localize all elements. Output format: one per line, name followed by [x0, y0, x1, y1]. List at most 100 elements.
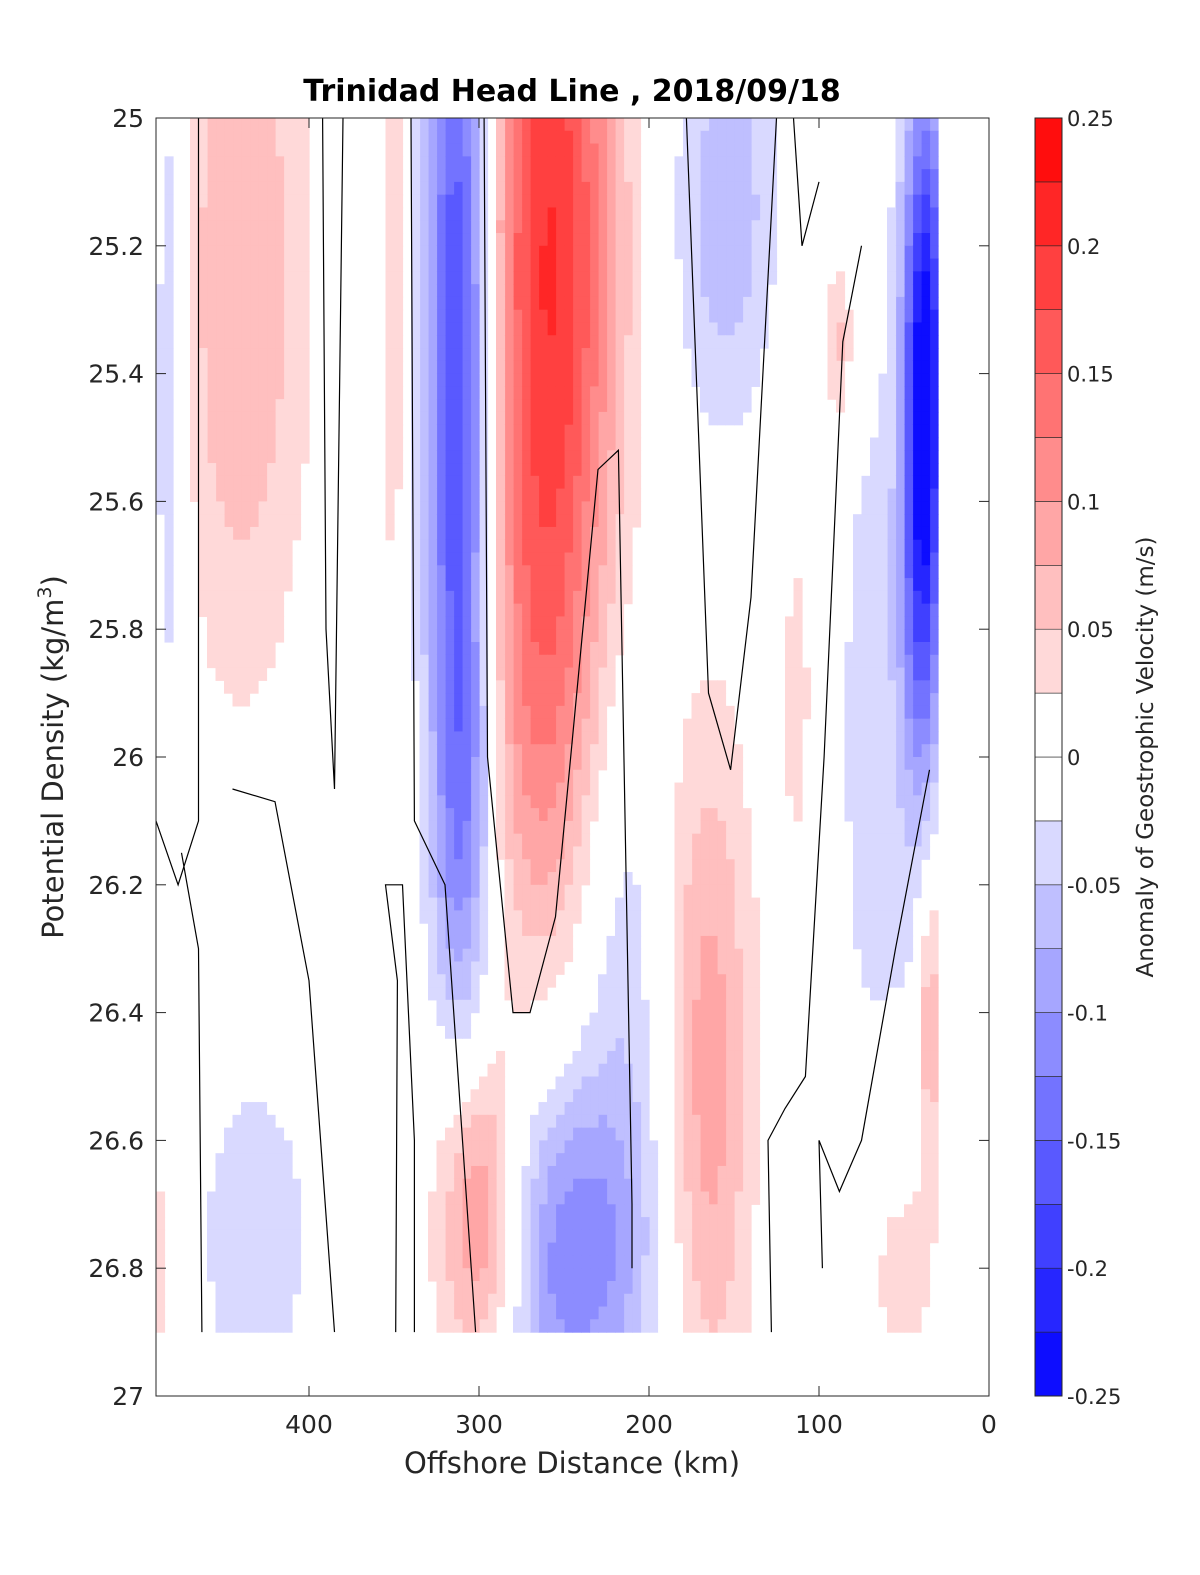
- heatmap-cell: [547, 245, 557, 260]
- heatmap-cell: [521, 233, 531, 247]
- heatmap-cell: [521, 603, 531, 618]
- heatmap-cell: [394, 463, 404, 477]
- heatmap-cell: [742, 399, 752, 413]
- heatmap-cell: [895, 795, 905, 809]
- heatmap-cell: [921, 1012, 931, 1026]
- heatmap-cell: [904, 1319, 914, 1333]
- heatmap-cell: [232, 641, 242, 656]
- heatmap-cell: [258, 1153, 268, 1167]
- heatmap-cell: [436, 808, 446, 822]
- heatmap-cell: [190, 207, 200, 221]
- heatmap-cell: [266, 616, 276, 630]
- heatmap-cell: [258, 1229, 268, 1244]
- heatmap-cell: [249, 360, 259, 375]
- heatmap-cell: [496, 1204, 506, 1218]
- heatmap-cell: [581, 859, 591, 873]
- heatmap-cell: [207, 411, 217, 426]
- heatmap-cell: [462, 233, 472, 247]
- heatmap-cell: [275, 501, 285, 515]
- heatmap-cell: [513, 872, 523, 886]
- heatmap-cell: [249, 1306, 259, 1320]
- heatmap-cell: [266, 1268, 276, 1282]
- heatmap-cell: [275, 156, 285, 170]
- heatmap-cell: [589, 1319, 599, 1333]
- heatmap-cell: [581, 757, 591, 771]
- heatmap-cell: [904, 616, 914, 630]
- heatmap-cell: [521, 961, 531, 975]
- heatmap-cell: [581, 181, 591, 196]
- heatmap-cell: [385, 488, 395, 502]
- heatmap-cell: [853, 514, 863, 528]
- heatmap-cell: [470, 424, 480, 439]
- heatmap-cell: [734, 974, 744, 988]
- heatmap-cell: [921, 603, 931, 618]
- heatmap-cell: [394, 411, 404, 426]
- heatmap-cell: [292, 284, 302, 298]
- heatmap-cell: [411, 169, 421, 183]
- heatmap-cell: [462, 399, 472, 413]
- heatmap-cell: [530, 910, 540, 924]
- heatmap-cell: [419, 859, 429, 873]
- heatmap-cell: [215, 526, 225, 541]
- heatmap-cell: [207, 590, 217, 605]
- heatmap-cell: [887, 220, 897, 234]
- heatmap-cell: [530, 296, 540, 311]
- heatmap-cell: [479, 757, 489, 771]
- heatmap-cell: [581, 475, 591, 490]
- heatmap-cell: [496, 194, 506, 209]
- heatmap-cell: [547, 1306, 557, 1320]
- heatmap-cell: [691, 1012, 701, 1026]
- heatmap-cell: [793, 590, 803, 605]
- heatmap-cell: [929, 181, 939, 196]
- heatmap-cell: [717, 884, 727, 899]
- heatmap-cell: [283, 488, 293, 502]
- heatmap-cell: [224, 245, 234, 260]
- heatmap-cell: [530, 514, 540, 528]
- heatmap-cell: [929, 450, 939, 464]
- colorbar-level: [1034, 437, 1063, 502]
- heatmap-cell: [394, 284, 404, 298]
- colorbar-tick-label: -0.25: [1067, 1385, 1121, 1409]
- heatmap-cell: [479, 948, 489, 963]
- y-tick-label: 26.6: [88, 1126, 144, 1155]
- heatmap-cell: [921, 731, 931, 745]
- heatmap-cell: [717, 923, 727, 937]
- heatmap-cell: [921, 118, 931, 132]
- heatmap-cell: [555, 1255, 565, 1269]
- heatmap-cell: [504, 795, 514, 809]
- heatmap-cell: [479, 808, 489, 822]
- heatmap-cell: [521, 118, 531, 132]
- heatmap-cell: [912, 769, 922, 784]
- heatmap-cell: [249, 539, 259, 554]
- heatmap-cell: [717, 1204, 727, 1218]
- heatmap-cell: [470, 156, 480, 170]
- heatmap-cell: [275, 1127, 285, 1141]
- colorbar-level: [1034, 884, 1063, 949]
- heatmap-cell: [674, 910, 684, 924]
- heatmap-cell: [428, 514, 438, 528]
- heatmap-cell: [853, 769, 863, 784]
- heatmap-cell: [623, 923, 633, 937]
- heatmap-cell: [904, 578, 914, 592]
- heatmap-cell: [870, 552, 880, 566]
- heatmap-cell: [445, 1319, 455, 1333]
- heatmap-cell: [428, 424, 438, 439]
- heatmap-cell: [555, 1114, 565, 1129]
- heatmap-cell: [521, 1242, 531, 1257]
- heatmap-cell: [581, 399, 591, 413]
- heatmap-cell: [504, 130, 514, 145]
- heatmap-cell: [708, 705, 718, 720]
- heatmap-cell: [470, 808, 480, 822]
- heatmap-cell: [572, 757, 582, 771]
- heatmap-cell: [428, 207, 438, 221]
- heatmap-cell: [700, 680, 710, 694]
- heatmap-cell: [598, 654, 608, 669]
- heatmap-cell: [436, 629, 446, 643]
- heatmap-cell: [683, 118, 693, 132]
- heatmap-cell: [632, 360, 642, 375]
- heatmap-cell: [683, 335, 693, 349]
- heatmap-cell: [470, 411, 480, 426]
- heatmap-cell: [207, 424, 217, 439]
- heatmap-cell: [708, 1114, 718, 1129]
